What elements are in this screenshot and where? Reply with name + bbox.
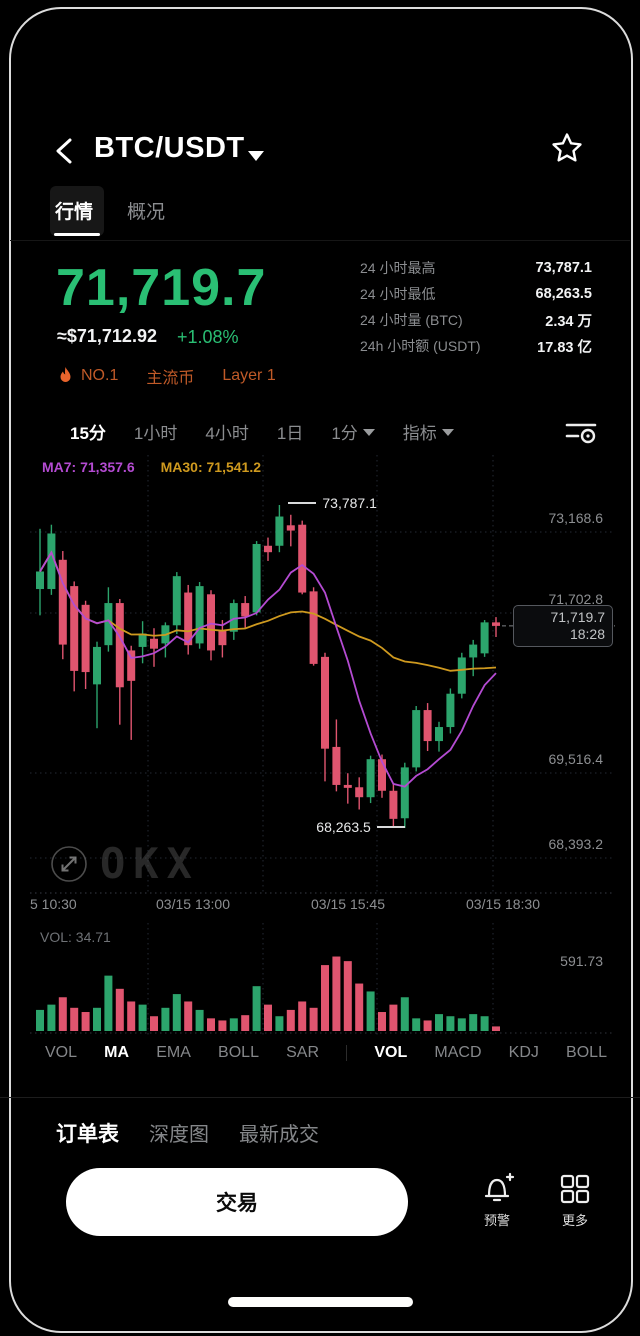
volume-pane[interactable]: VOL: 34.71 591.73 <box>30 923 615 1037</box>
badge-row: NO.1 主流币 Layer 1 <box>58 364 276 388</box>
stat-label: 24h 小时额 (USDT) <box>360 338 481 354</box>
x-axis-label: 03/15 13:00 <box>156 896 230 912</box>
tab-depth-chart[interactable]: 深度图 <box>149 1124 209 1146</box>
tab-latest-trades[interactable]: 最新成交 <box>239 1124 319 1146</box>
timeframe-row: 15分 1小时 4小时 1日 1分 指标 <box>70 419 540 444</box>
indicator-vol-sub[interactable]: VOL <box>374 1044 408 1061</box>
stat-label: 24 小时最高 <box>360 260 436 276</box>
volume-canvas[interactable] <box>30 923 615 1037</box>
stat-row-turnover-usdt: 24h 小时额 (USDT) 17.83 亿 <box>360 333 592 359</box>
tab-quotes[interactable]: 行情 <box>50 186 104 236</box>
indicator-boll-sub[interactable]: BOLL <box>566 1044 607 1061</box>
ma-labels: MA7: 71,357.6 MA30: 71,541.2 <box>42 459 261 475</box>
indicator-sar[interactable]: SAR <box>286 1044 320 1061</box>
x-axis: 5 10:30 03/15 13:00 03/15 15:45 03/15 18… <box>30 896 615 918</box>
volume-label: VOL: 34.71 <box>40 929 111 945</box>
volume-axis-max: 591.73 <box>560 953 603 969</box>
y-axis-label: 68,393.2 <box>548 836 604 852</box>
stat-label: 24 小时量 (BTC) <box>360 312 463 328</box>
bottom-tab-row: 订单表 深度图 最新成交 <box>56 1118 319 1148</box>
pair-dropdown-icon[interactable] <box>248 151 264 161</box>
indicator-dropdown[interactable]: 指标 <box>403 419 454 444</box>
annotation-line <box>376 826 405 828</box>
section-divider <box>0 1097 640 1098</box>
x-axis-label: 5 10:30 <box>30 896 77 912</box>
back-chevron-icon <box>56 138 72 164</box>
chart-settings-icon[interactable] <box>564 417 598 450</box>
price-canvas[interactable] <box>30 455 615 895</box>
more-button[interactable]: 更多 <box>544 1172 606 1229</box>
indicator-group-divider <box>346 1045 348 1061</box>
stat-row-high: 24 小时最高 73,787.1 <box>360 255 592 281</box>
ma30-label: MA30: 71,541.2 <box>160 459 262 475</box>
indicator-kdj[interactable]: KDJ <box>508 1044 539 1061</box>
home-indicator[interactable] <box>228 1297 413 1307</box>
timeframe-1h[interactable]: 1小时 <box>133 424 178 443</box>
tab-order-book[interactable]: 订单表 <box>56 1123 119 1146</box>
badge-layer1[interactable]: Layer 1 <box>222 367 276 384</box>
chevron-down-icon <box>362 429 375 436</box>
trade-button[interactable]: 交易 <box>66 1168 408 1236</box>
indicator-macd[interactable]: MACD <box>434 1044 482 1061</box>
last-price: 71,719.7 <box>56 259 267 317</box>
y-axis-label: 73,168.6 <box>548 510 604 526</box>
okx-watermark: OKX <box>50 839 200 888</box>
tab-overview[interactable]: 概况 <box>127 202 166 223</box>
expand-icon[interactable] <box>50 845 88 883</box>
high-annotation: 73,787.1 <box>288 495 377 511</box>
indicator-vol-main[interactable]: VOL <box>45 1044 78 1061</box>
timeframe-more-dropdown[interactable]: 1分 <box>331 419 375 444</box>
y-axis-label: 71,702.8 <box>548 591 604 607</box>
current-price-tag: 71,719.7 18:28 <box>513 604 613 647</box>
more-label: 更多 <box>561 1213 588 1228</box>
alert-label: 预警 <box>483 1213 510 1228</box>
favorite-star-icon[interactable] <box>550 131 584 170</box>
alert-button[interactable]: 预警 <box>466 1172 528 1229</box>
stat-value: 2.34 万 <box>545 313 592 330</box>
x-axis-label: 03/15 15:45 <box>311 896 385 912</box>
stat-value: 68,263.5 <box>535 286 592 302</box>
indicator-tab-row: VOL MA EMA BOLL SAR VOL MACD KDJ BOLL <box>45 1044 607 1062</box>
low-annotation: 68,263.5 <box>297 819 405 835</box>
stat-label: 24 小时最低 <box>360 286 436 302</box>
timeframe-4h[interactable]: 4小时 <box>205 424 249 443</box>
tab-quotes-label: 行情 <box>55 202 94 223</box>
indicator-ma[interactable]: MA <box>104 1044 130 1061</box>
stats-panel: 24 小时最高 73,787.1 24 小时最低 68,263.5 24 小时量… <box>360 255 592 359</box>
change-percent: +1.08% <box>177 327 239 347</box>
x-axis-label: 03/15 18:30 <box>466 896 540 912</box>
stat-row-low: 24 小时最低 68,263.5 <box>360 281 592 307</box>
stat-value: 17.83 亿 <box>537 339 592 356</box>
active-tab-underline <box>54 233 100 236</box>
pair-title[interactable]: BTC/USDT <box>94 132 245 164</box>
candlestick-chart[interactable]: MA7: 71,357.6 MA30: 71,541.2 73,168.6 71… <box>30 455 615 895</box>
okx-logo: OKX <box>100 839 200 888</box>
indicator-ema[interactable]: EMA <box>156 1044 191 1061</box>
indicator-boll-main[interactable]: BOLL <box>218 1044 259 1061</box>
back-button[interactable] <box>52 136 78 166</box>
header-divider <box>10 240 630 241</box>
tag-price: 71,719.7 <box>550 608 606 625</box>
ma7-label: MA7: 71,357.6 <box>42 459 135 475</box>
flame-icon <box>60 367 71 382</box>
timeframe-1d[interactable]: 1日 <box>276 424 304 443</box>
annotation-line <box>288 502 317 504</box>
fiat-price: ≈$71,712.92 <box>57 326 157 346</box>
chevron-down-icon <box>441 429 454 436</box>
tag-time: 18:28 <box>569 625 605 642</box>
stat-row-volume-btc: 24 小时量 (BTC) 2.34 万 <box>360 307 592 333</box>
timeframe-15m[interactable]: 15分 <box>70 424 106 443</box>
badge-mainstream[interactable]: 主流币 <box>146 370 195 387</box>
badge-rank[interactable]: NO.1 <box>81 367 119 384</box>
stat-value: 73,787.1 <box>535 260 592 276</box>
grid-icon <box>560 1174 590 1204</box>
y-axis-label: 69,516.4 <box>548 751 604 767</box>
bell-plus-icon <box>484 1172 515 1202</box>
